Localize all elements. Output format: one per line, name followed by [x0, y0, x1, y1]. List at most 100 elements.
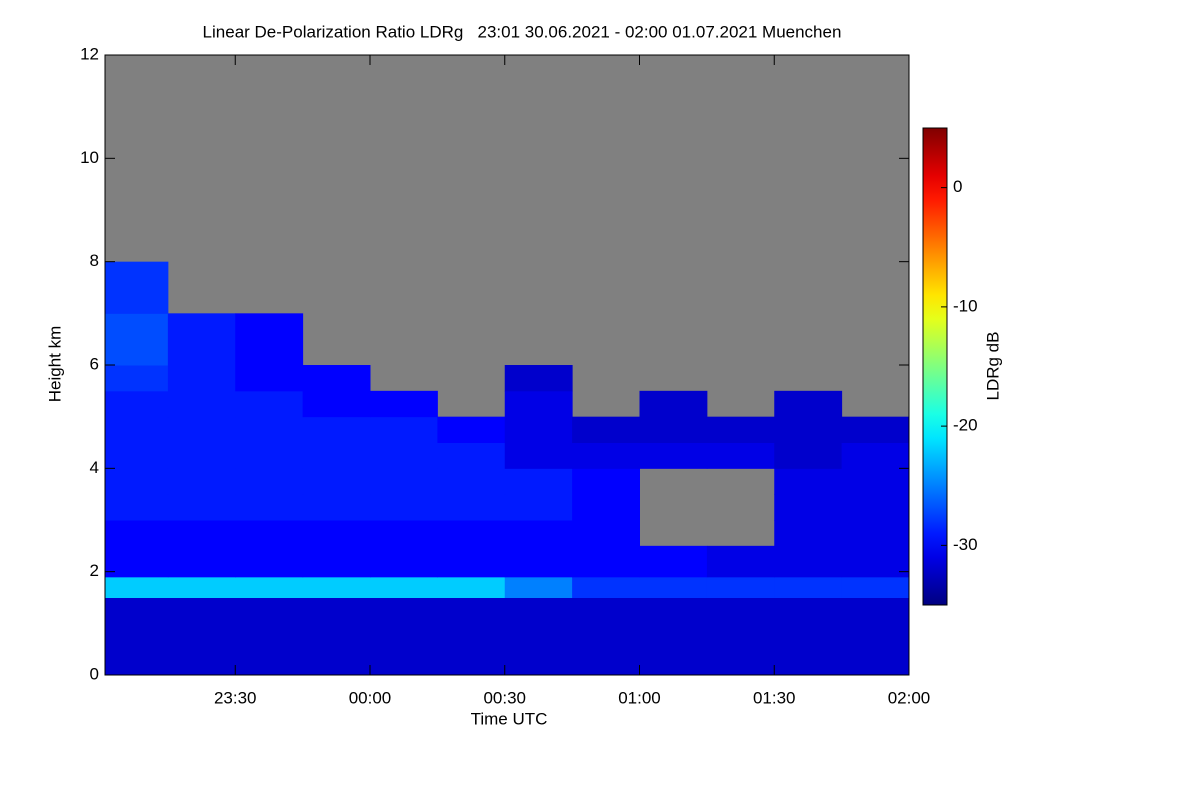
heat-cell [369, 576, 438, 598]
heat-cell [639, 390, 708, 418]
colorbar-tick-label: -30 [953, 535, 978, 554]
heat-cell [504, 468, 573, 495]
heat-cell [572, 520, 640, 547]
x-tick-label: 00:30 [483, 688, 526, 707]
heat-cell [235, 442, 304, 469]
heat-cell [774, 494, 843, 521]
x-axis-label: Time UTC [471, 709, 548, 728]
heat-cell [302, 597, 371, 676]
heat-cell [774, 520, 843, 547]
heat-cell [639, 597, 708, 676]
heat-cell [105, 545, 169, 578]
heat-cell [572, 468, 640, 495]
heat-cell [369, 520, 438, 547]
heat-cell [774, 545, 843, 578]
heat-cell [841, 442, 910, 469]
heat-cell [167, 494, 236, 521]
heat-cell [369, 468, 438, 495]
y-tick-label: 2 [90, 561, 99, 580]
x-tick-label: 23:30 [214, 688, 257, 707]
heat-cell [369, 494, 438, 521]
heat-cell [302, 520, 371, 547]
heat-cell [105, 442, 169, 469]
heat-cell [105, 390, 169, 418]
heat-cell [774, 416, 843, 443]
heat-cell [437, 468, 506, 495]
heat-cell [639, 442, 708, 469]
y-tick-label: 12 [80, 44, 99, 63]
heat-cell [706, 576, 775, 598]
heat-cell [302, 576, 371, 598]
heat-cell [302, 365, 371, 392]
heat-cell [437, 494, 506, 521]
heat-cell [706, 545, 775, 578]
heat-cell [841, 520, 910, 547]
heat-cell [572, 494, 640, 521]
heat-cell [167, 520, 236, 547]
heat-cell [706, 416, 775, 443]
heat-cell [235, 494, 304, 521]
heat-cell [302, 442, 371, 469]
heat-cell [437, 576, 506, 598]
heat-cell [167, 597, 236, 676]
heat-cell [572, 416, 640, 443]
heat-cell [167, 442, 236, 469]
heat-cell [504, 365, 573, 392]
heat-cell [105, 313, 169, 366]
y-tick-label: 0 [90, 664, 99, 683]
y-tick-label: 6 [90, 354, 99, 373]
heat-cell [302, 390, 371, 418]
heat-cell [841, 468, 910, 495]
heat-cell [105, 576, 169, 598]
heat-cell [167, 390, 236, 418]
heat-cell [167, 468, 236, 495]
y-tick-label: 8 [90, 251, 99, 270]
heat-cell [774, 576, 843, 598]
heat-cell [841, 576, 910, 598]
heat-cell [504, 494, 573, 521]
heat-cell [235, 576, 304, 598]
heat-cell [167, 313, 236, 366]
heat-cell [504, 545, 573, 578]
heat-cell [235, 468, 304, 495]
heat-cell [369, 416, 438, 443]
heat-cell [235, 545, 304, 578]
heat-cell [235, 390, 304, 418]
heat-cell [167, 545, 236, 578]
heat-cell [504, 597, 573, 676]
heat-cell [167, 365, 236, 392]
heat-cell [572, 442, 640, 469]
heat-cell [369, 390, 438, 418]
heat-cell [504, 390, 573, 418]
heat-cell [639, 416, 708, 443]
heat-cell [572, 576, 640, 598]
heat-cell [302, 545, 371, 578]
heat-cell [504, 416, 573, 443]
y-tick-label: 4 [90, 458, 99, 477]
heat-cell [706, 442, 775, 469]
heat-cell [105, 520, 169, 547]
heat-cell [235, 597, 304, 676]
heat-cell [302, 468, 371, 495]
heat-cell [774, 442, 843, 469]
heat-cell [105, 416, 169, 443]
heat-cell [302, 494, 371, 521]
heat-cell [167, 576, 236, 598]
heat-cell [841, 545, 910, 578]
x-tick-label: 02:00 [888, 688, 931, 707]
heat-cell [639, 576, 708, 598]
heat-cell [437, 520, 506, 547]
colorbar [922, 127, 948, 606]
heat-cell [235, 313, 304, 366]
heat-cell [774, 597, 843, 676]
heat-cell [504, 576, 573, 598]
heat-cell [235, 520, 304, 547]
heat-cell [302, 416, 371, 443]
heat-cell [105, 468, 169, 495]
colorbar-tick-label: -10 [953, 296, 978, 315]
heat-cell [235, 416, 304, 443]
heat-cell [369, 545, 438, 578]
heat-cell [774, 390, 843, 418]
heat-cell [105, 365, 169, 392]
